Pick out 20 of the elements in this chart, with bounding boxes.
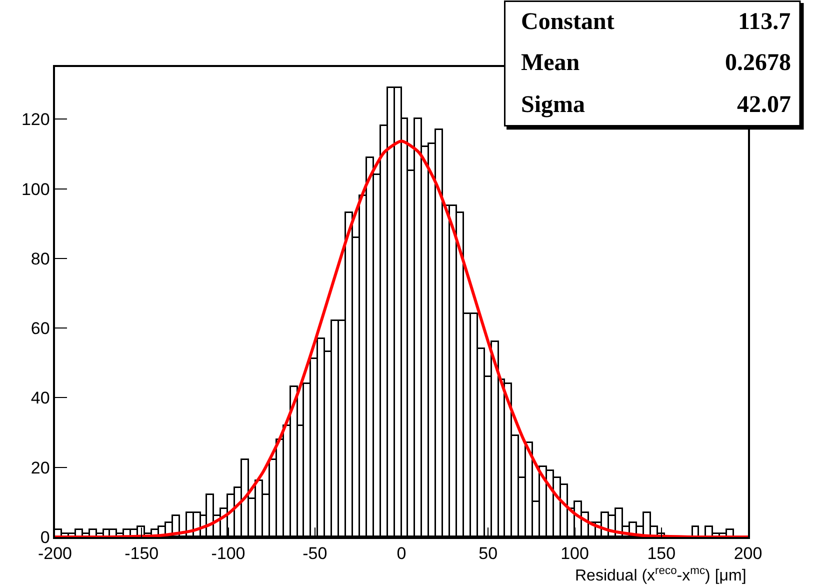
text: Sigma 42.07 [521, 92, 791, 118]
x-tick-label: 50 [478, 544, 498, 564]
y-tick-label: 80 [30, 249, 50, 268]
y-tick-label: 20 [30, 458, 50, 478]
y-tick-label: 100 [21, 180, 50, 199]
x-axis-title: Residual (x$^{reco}$-x$^{mc}$) [μm] [575, 565, 746, 585]
x-tick-label: 200 [734, 544, 762, 564]
y-tick-label: 40 [30, 388, 50, 408]
x-tick-label: -150 [124, 544, 159, 564]
x-tick-label: -50 [302, 544, 328, 564]
x-tick-label: -100 [211, 544, 246, 564]
text: Mean 0.2678 [521, 50, 791, 76]
x-tick-label: -200 [38, 544, 72, 564]
y-tick-label: 0 [40, 528, 50, 547]
x-tick-label: 150 [647, 544, 676, 564]
text: Constant 113.7 [521, 9, 791, 35]
x-tick-label: 0 [396, 544, 406, 564]
y-tick-label: 60 [30, 319, 50, 338]
x-tick-label: 100 [560, 544, 589, 564]
y-tick-label: 120 [21, 110, 50, 130]
